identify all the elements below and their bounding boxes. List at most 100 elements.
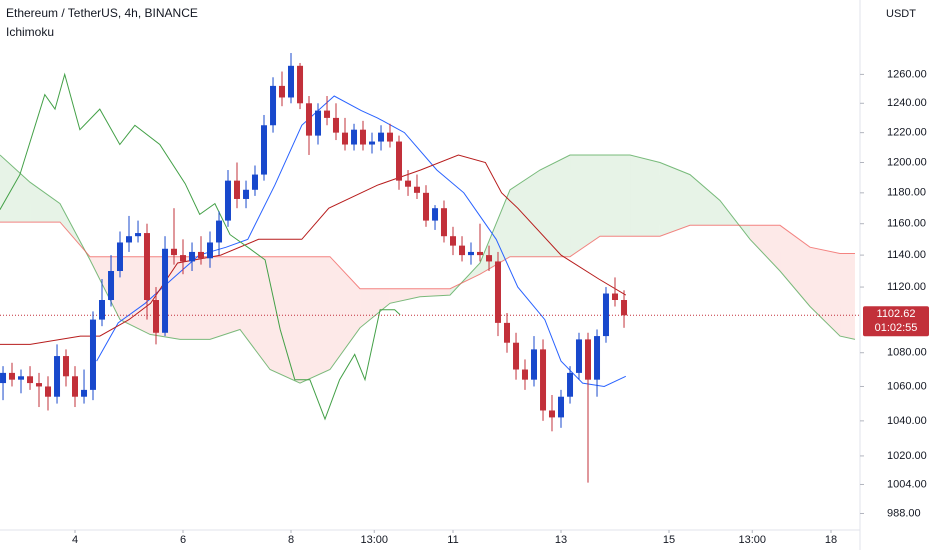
candle-body	[116, 242, 123, 272]
candle-body	[278, 85, 285, 98]
indicator-line	[0, 154, 627, 345]
candle-body	[413, 186, 420, 193]
y-tick-label: 1260.00	[887, 68, 927, 80]
x-tick-label: 13:00	[360, 534, 388, 546]
candle-body	[494, 261, 501, 323]
candle-body	[45, 386, 52, 397]
candle-body	[432, 208, 439, 221]
y-tick-label: 1120.00	[887, 281, 926, 293]
candle-body	[459, 245, 466, 256]
candle-body	[81, 389, 88, 397]
candle-body	[540, 349, 547, 411]
x-tick-label: 18	[825, 534, 837, 546]
candle-body	[378, 132, 385, 142]
indicator-name: Ichimoku	[6, 25, 54, 39]
candle-body	[170, 248, 177, 256]
candle-body	[405, 180, 412, 187]
y-tick-label: 1220.00	[887, 127, 927, 139]
candle-body	[621, 300, 628, 316]
y-tick-label: 1080.00	[887, 347, 927, 359]
candle-body	[531, 349, 538, 380]
candle-body	[575, 339, 582, 373]
candle-body	[612, 293, 619, 301]
candle-body	[0, 372, 7, 384]
x-tick-label: 13	[555, 534, 567, 546]
y-tick-label: 1004.00	[887, 478, 927, 490]
candle-body	[72, 376, 79, 397]
cloud-fill	[780, 225, 810, 307]
x-tick-label: 4	[72, 534, 78, 546]
candle-body	[8, 372, 15, 380]
candle-body	[359, 129, 366, 145]
currency: USDT	[886, 8, 916, 20]
candle-body	[450, 236, 457, 246]
candle-body	[423, 192, 430, 221]
y-tick-label: 1180.00	[887, 187, 926, 199]
candle-body	[440, 208, 447, 237]
candle-body	[153, 300, 160, 333]
candle-body	[288, 65, 295, 98]
candle-body	[513, 342, 520, 370]
candle-body	[396, 141, 403, 181]
candle-body	[89, 319, 96, 390]
cloud-fill	[420, 288, 450, 297]
candle-body	[270, 85, 277, 126]
indicator-line	[96, 95, 627, 388]
chart-title: Ethereum / TetherUS, 4h, BINANCE	[6, 6, 198, 20]
cloud-fill	[240, 256, 270, 370]
candle-body	[332, 117, 339, 133]
cloud-fill	[210, 256, 241, 340]
plot-area	[0, 53, 860, 483]
cloud-fill	[30, 182, 60, 223]
y-tick-label: 988.00	[887, 507, 921, 519]
cloud-fill	[539, 154, 571, 257]
candle-body	[585, 339, 592, 380]
candle-body	[207, 242, 214, 259]
y-tick-label: 1060.00	[887, 380, 927, 392]
cloud-fill	[119, 256, 151, 335]
candle-body	[305, 103, 312, 136]
cloud-fill	[690, 174, 720, 226]
candle-body	[594, 336, 601, 380]
candle-body	[261, 125, 268, 175]
x-tick-label: 15	[663, 534, 675, 546]
candle-body	[251, 174, 258, 190]
y-tick-label: 1020.00	[887, 450, 927, 462]
candle-body	[197, 251, 204, 259]
candle-body	[224, 180, 231, 221]
candle-body	[386, 132, 393, 142]
candle-body	[126, 236, 133, 243]
countdown-label: 01:02:55	[875, 322, 918, 334]
last-price-box	[863, 306, 929, 337]
y-tick-label: 1160.00	[887, 218, 926, 230]
cloud-fill	[179, 256, 211, 340]
candle-body	[162, 248, 169, 333]
cloud-fill	[0, 154, 31, 223]
candle-body	[216, 220, 223, 243]
candle-body	[143, 233, 150, 301]
indicator-line	[0, 72, 401, 421]
span-a-line	[0, 154, 856, 384]
cloud-fill	[329, 256, 361, 370]
last-price-label: 1102.62	[877, 308, 916, 320]
candle-body	[54, 356, 61, 397]
candle-body	[548, 410, 555, 418]
candle-body	[504, 322, 511, 343]
cloud-fill	[570, 154, 600, 257]
candle-body	[602, 293, 609, 337]
candle-body	[297, 65, 304, 104]
x-tick-label: 6	[180, 534, 186, 546]
y-tick-label: 1200.00	[887, 156, 927, 168]
cloud-fill	[300, 256, 330, 384]
y-tick-label: 1240.00	[887, 97, 927, 109]
candle-body	[369, 141, 376, 145]
candle-body	[189, 251, 196, 262]
candle-body	[351, 129, 358, 145]
x-tick-label: 8	[288, 534, 294, 546]
candle-body	[108, 271, 115, 301]
cloud-fill	[510, 170, 540, 257]
cloud-fill	[840, 253, 855, 340]
candle-body	[467, 251, 474, 256]
candle-body	[135, 233, 142, 237]
